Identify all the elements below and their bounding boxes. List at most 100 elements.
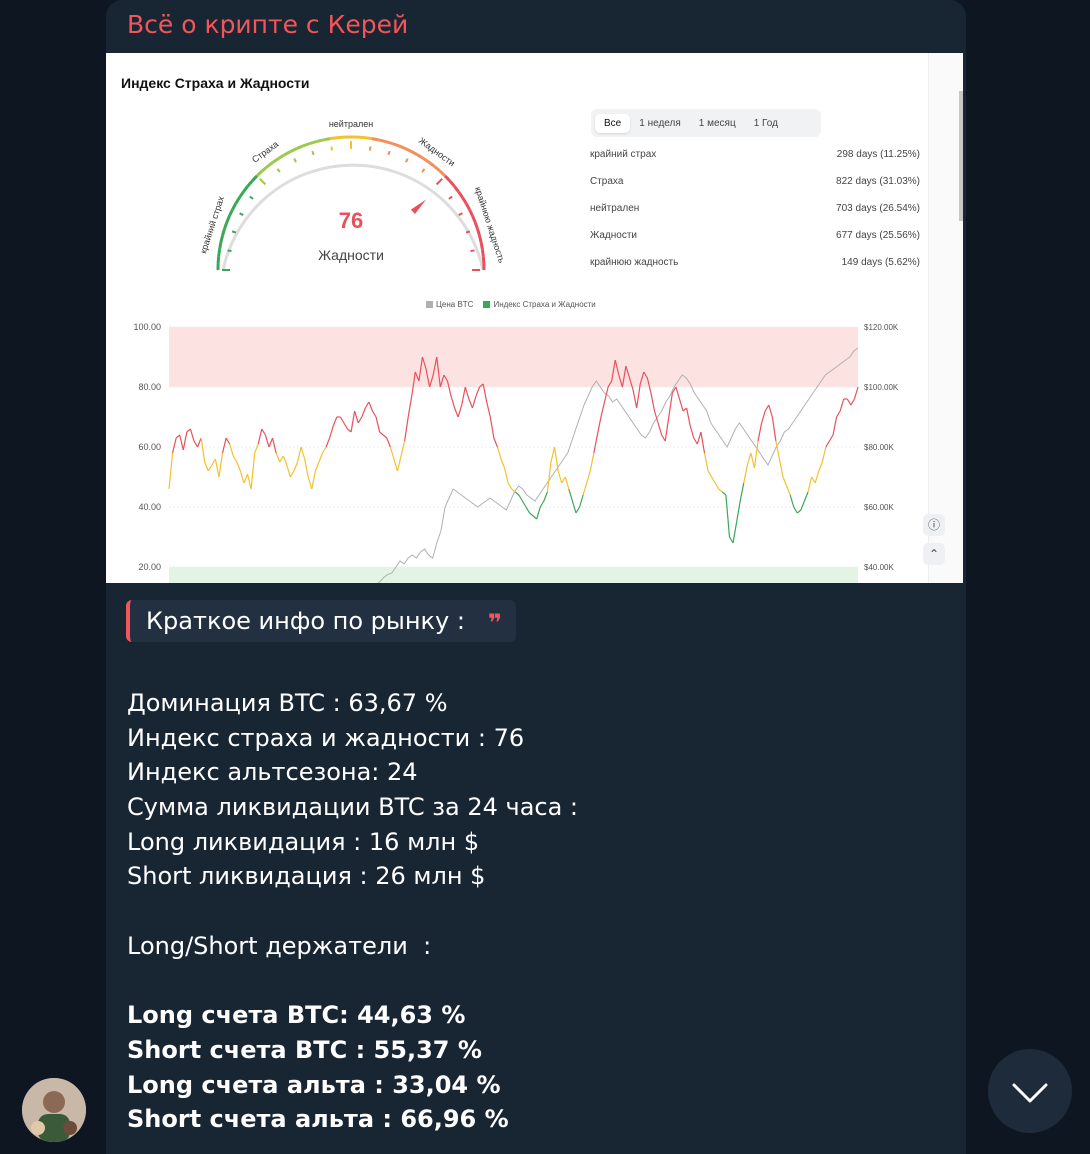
y-tick-left: 60.00 <box>138 442 161 452</box>
fng-segment <box>739 482 745 502</box>
fng-segment <box>404 416 409 442</box>
fng-segment <box>714 482 720 490</box>
message-line: Short ликвидация : 26 млн $ <box>127 862 486 891</box>
fng-segment <box>814 470 820 484</box>
fng-segment <box>361 407 366 418</box>
fng-segment <box>368 401 374 412</box>
fng-segment <box>571 500 577 514</box>
fng-segment <box>400 440 406 457</box>
legend-btc: Цена BTC <box>426 300 473 309</box>
screenshot-scrollbar <box>928 53 963 583</box>
fng-segment <box>207 464 213 472</box>
gauge-tick <box>435 178 443 186</box>
fng-segment <box>796 509 802 514</box>
fng-segment <box>789 494 795 508</box>
fng-segment <box>703 452 709 472</box>
tab-0[interactable]: Все <box>595 113 631 133</box>
fng-segment <box>236 461 241 472</box>
fng-segment <box>193 440 199 448</box>
gauge-arc-segment <box>261 165 269 173</box>
avatar[interactable] <box>22 1078 86 1142</box>
fng-segment <box>839 398 845 412</box>
fng-segment <box>218 452 224 478</box>
gauge-arc-segment <box>289 147 298 153</box>
info-icon[interactable]: ⓘ <box>923 514 945 536</box>
message-text: Доминация BTC : 63,67 % Индекс страха и ж… <box>127 686 578 1137</box>
fng-segment <box>746 452 752 466</box>
chart-title: Индекс Страха и Жадности <box>121 75 310 91</box>
fng-segment <box>425 368 431 388</box>
fng-segment <box>350 410 356 433</box>
gauge-arc-segment <box>378 138 386 143</box>
gauge-arc-segment <box>218 242 223 250</box>
fng-segment <box>575 506 581 514</box>
channel-name[interactable]: Всё о крипте с Керей <box>127 10 409 39</box>
stat-value: 298 days (11.25%) <box>836 149 920 160</box>
gauge-tick <box>470 249 475 253</box>
gauge-tick <box>405 158 409 163</box>
fng-segment <box>750 452 756 469</box>
fng-segment <box>286 464 291 478</box>
fng-segment <box>828 434 834 442</box>
fng-segment <box>586 470 591 484</box>
stat-value: 149 days (5.62%) <box>841 257 920 268</box>
gauge-tick <box>231 230 237 234</box>
gauge-arc-segment <box>443 174 451 183</box>
gauge-arc-segment <box>251 174 259 183</box>
fng-segment <box>468 398 474 409</box>
y-tick-right: $40.00K <box>864 563 894 572</box>
gauge-arc-segment <box>228 208 234 217</box>
stat-label: Страха <box>590 176 624 187</box>
fng-segment <box>396 455 402 472</box>
fng-segment <box>514 491 520 496</box>
gauge-arc-segment <box>438 170 447 178</box>
fng-segment <box>386 437 391 448</box>
fng-segment <box>243 473 249 484</box>
gauge-arc-segment <box>217 248 222 257</box>
chevron-up-icon[interactable]: ⌃ <box>923 543 945 565</box>
tab-3[interactable]: 1 Год <box>753 117 778 129</box>
fng-segment <box>761 410 766 424</box>
gauge-arc-segment <box>219 235 224 243</box>
fng-segment <box>564 476 570 490</box>
message-line-bold: Long счета BTC: 44,63 % <box>127 1001 466 1030</box>
gauge-arc-segment <box>422 157 431 164</box>
fng-segment <box>707 470 713 478</box>
fng-segment <box>264 434 270 448</box>
fng-segment <box>675 386 681 400</box>
fng-segment <box>614 359 620 376</box>
fng-segment <box>521 500 527 508</box>
fng-segment <box>764 404 770 412</box>
fng-segment <box>439 374 445 388</box>
fng-segment <box>429 374 434 388</box>
fng-segment <box>725 494 731 538</box>
fng-segment <box>693 437 698 445</box>
scroll-down-button[interactable] <box>988 1049 1072 1133</box>
gauge-arc-segment <box>238 190 245 199</box>
fear-greed-chart: 100.00 80.00 60.00 40.00 20.00 $120.00K $100.0… <box>133 322 899 583</box>
fear-greed-screenshot[interactable]: Индекс Страха и Жадности 76 Жадности кра… <box>106 53 963 583</box>
fng-segment <box>318 452 324 463</box>
gauge-arc-segment <box>468 208 474 217</box>
fng-segment <box>414 371 420 382</box>
gauge-arc-segment <box>323 137 331 142</box>
tab-1[interactable]: 1 неделя <box>639 117 681 129</box>
stat-row: Страха 822 days (31.03%) <box>590 176 920 203</box>
message-line: Индекс альтсезона: 24 <box>127 758 418 787</box>
fng-segment <box>782 476 788 487</box>
fng-segment <box>518 494 523 502</box>
fng-segment <box>800 500 806 511</box>
fng-segment <box>393 458 399 472</box>
fng-segment <box>500 458 506 469</box>
gauge-arc-segment <box>416 153 425 160</box>
tab-2[interactable]: 1 месяц <box>698 117 736 129</box>
message-line: Сумма ликвидации BTC за 24 часа : <box>127 793 579 822</box>
gauge-arc-segment <box>461 196 468 205</box>
fng-segment <box>743 464 748 484</box>
fng-segment <box>753 440 759 469</box>
gauge-arc-segment <box>242 185 249 193</box>
gauge-arc-segment <box>316 138 324 143</box>
fng-segment <box>786 485 791 496</box>
fng-segment <box>668 392 673 418</box>
fng-segment <box>254 443 259 454</box>
